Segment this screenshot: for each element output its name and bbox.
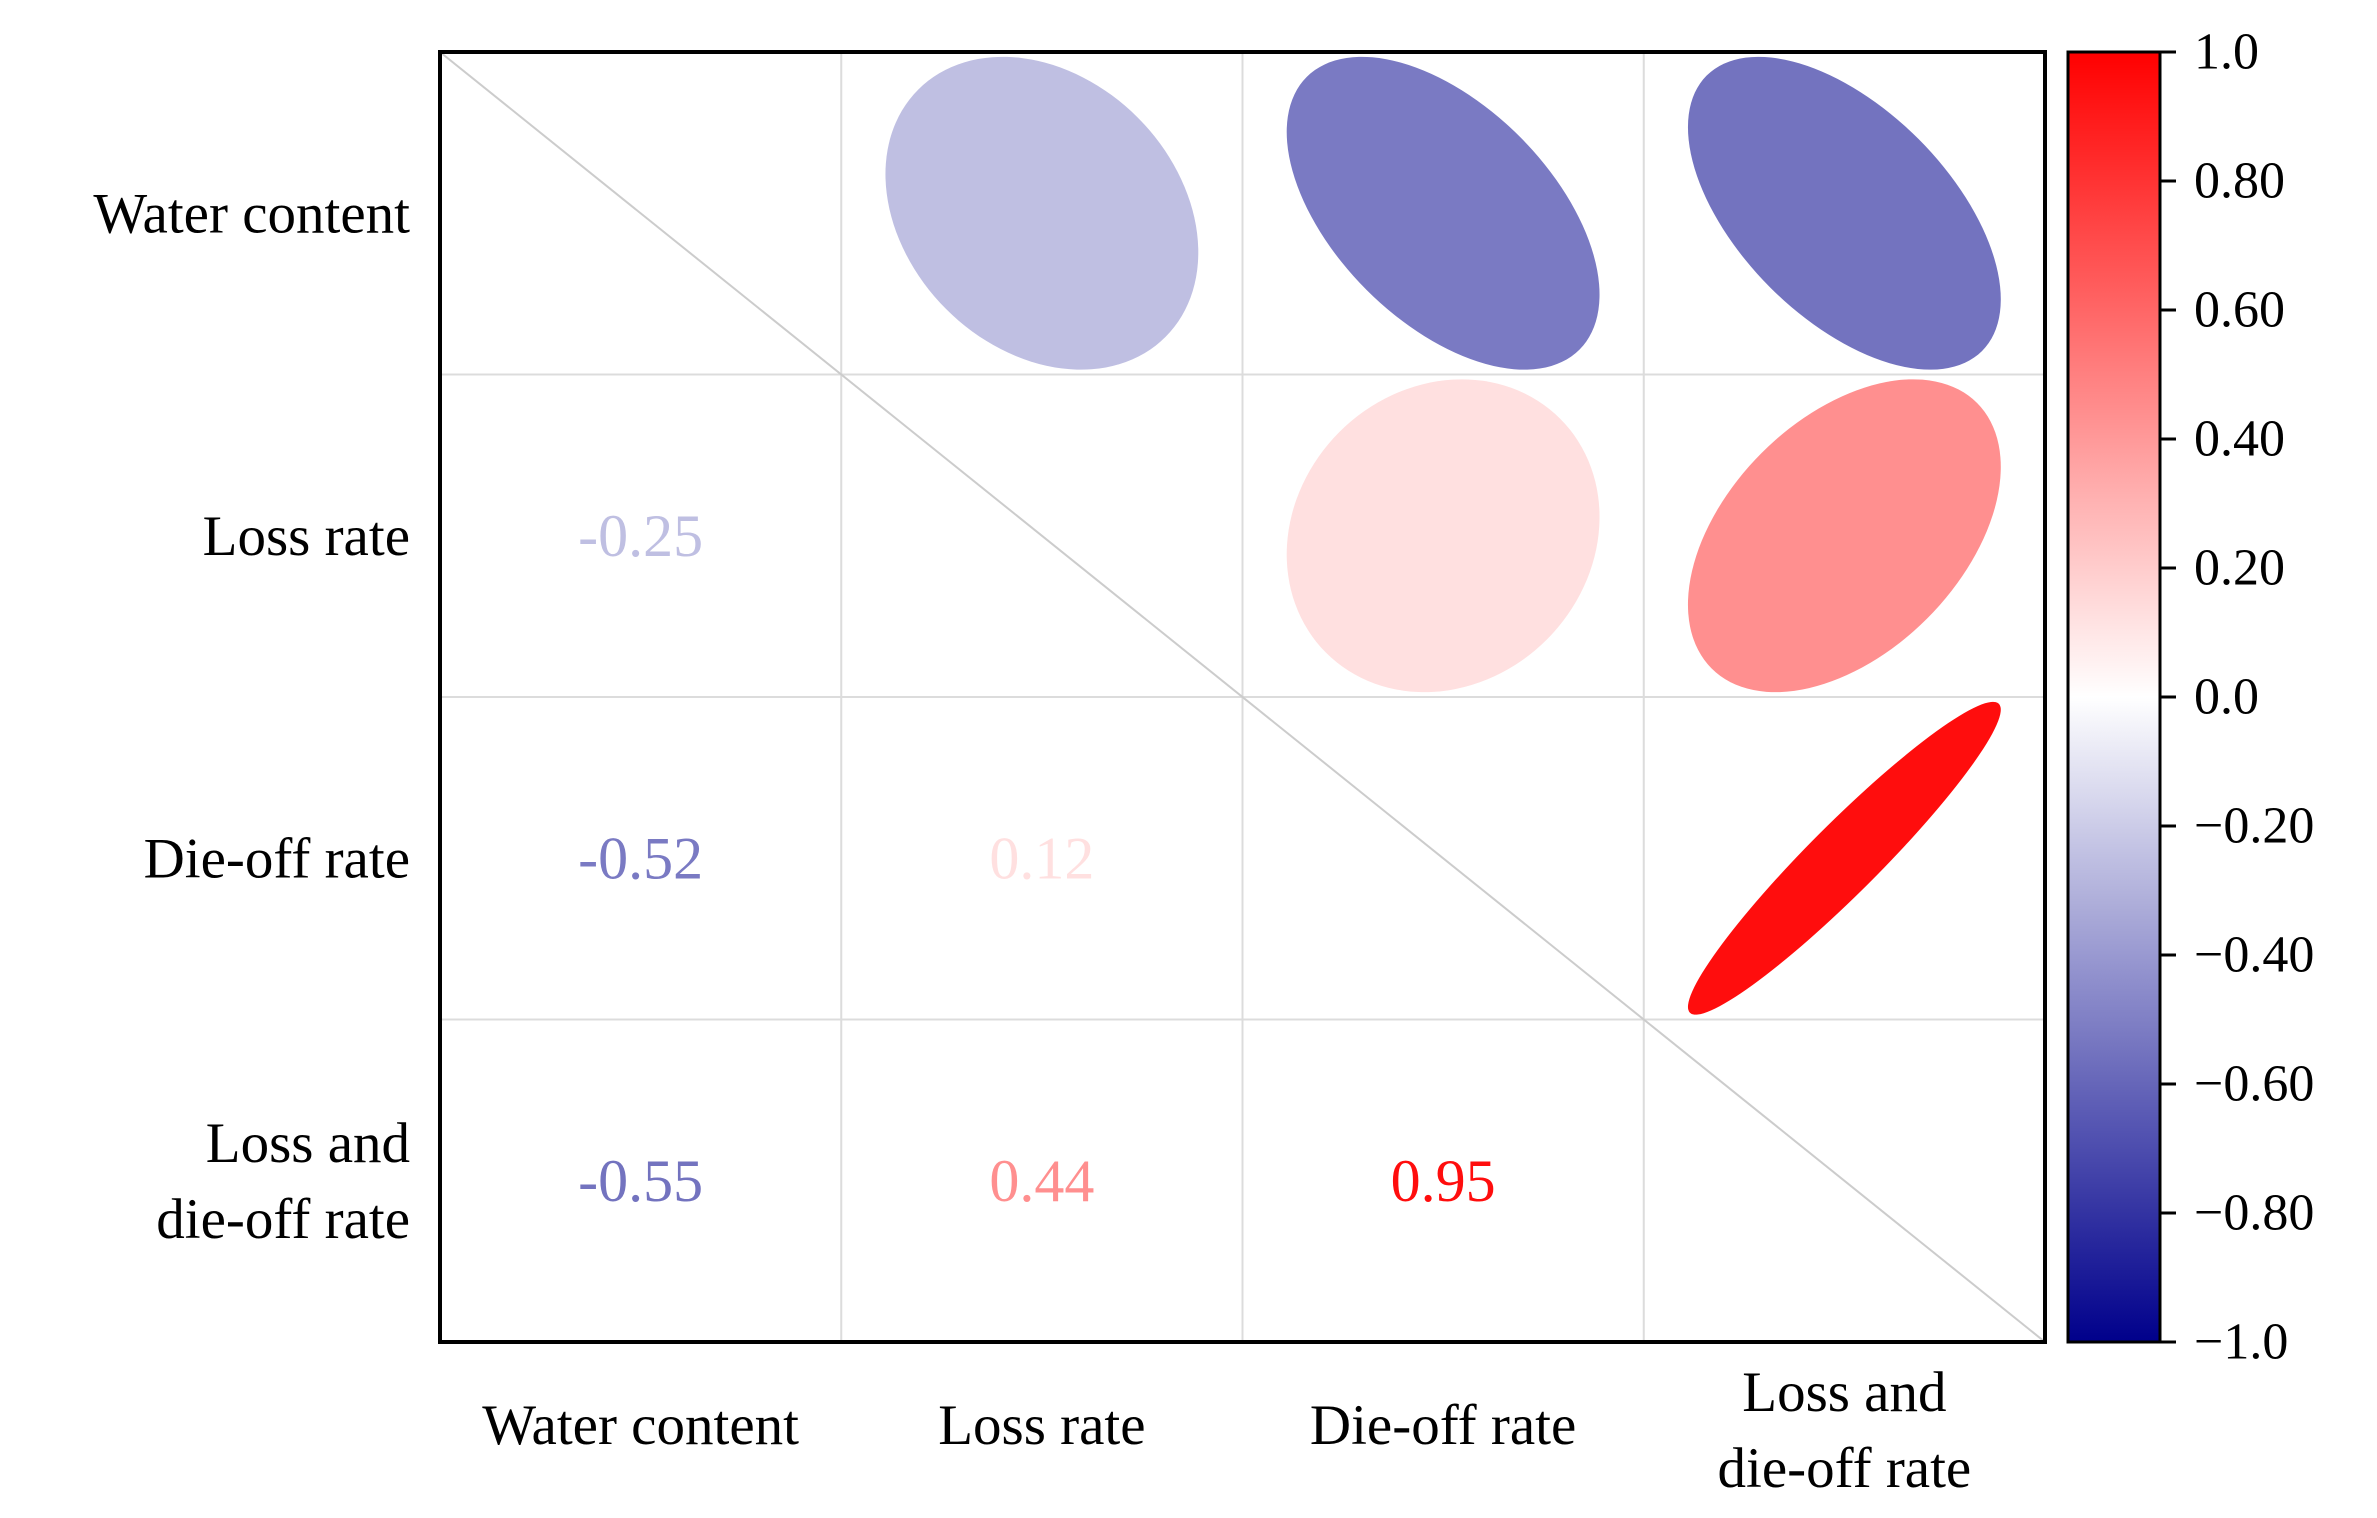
plot-frame bbox=[438, 50, 2047, 1344]
coefficient-label-r3-c1: 0.44 bbox=[989, 1148, 1094, 1214]
colorbar-tick-label: 0.20 bbox=[2194, 540, 2285, 597]
colorbar-tick-label: −1.0 bbox=[2194, 1314, 2288, 1371]
colorbar-tick-label: 0.0 bbox=[2194, 669, 2259, 726]
diagonal-line bbox=[439, 51, 2046, 1343]
row-label-1: Loss rate bbox=[203, 504, 410, 567]
coefficient-label-r2-c1: 0.12 bbox=[989, 825, 1094, 891]
column-label-3: Loss and die-off rate bbox=[1718, 1361, 1972, 1500]
colorbar-tick-label: −0.60 bbox=[2194, 1056, 2314, 1113]
correlation-ellipse-r1-c2 bbox=[1286, 379, 1600, 693]
correlation-ellipse-r2-c3 bbox=[1687, 701, 2001, 1015]
column-label-0: Water content bbox=[482, 1394, 799, 1457]
correlation-ellipse-r0-c3 bbox=[1687, 56, 2001, 370]
column-label-1: Loss rate bbox=[938, 1394, 1145, 1457]
colorbar-tick-label: −0.20 bbox=[2194, 798, 2314, 855]
coefficient-label-r3-c2: 0.95 bbox=[1391, 1148, 1496, 1214]
colorbar-tick-label: −0.80 bbox=[2194, 1185, 2314, 1242]
colorbar-tick-label: 0.60 bbox=[2194, 282, 2285, 339]
coefficient-label-r2-c0: -0.52 bbox=[578, 825, 703, 891]
correlation-ellipse-r1-c3 bbox=[1687, 379, 2001, 693]
coefficient-label-r1-c0: -0.25 bbox=[578, 503, 703, 569]
row-label-2: Die-off rate bbox=[144, 827, 410, 890]
colorbar-tick-label: 0.40 bbox=[2194, 411, 2285, 468]
colorbar bbox=[2066, 50, 2162, 1344]
colorbar-tick-label: 0.80 bbox=[2194, 153, 2285, 210]
correlation-ellipse-r0-c2 bbox=[1286, 56, 1600, 370]
row-label-0: Water content bbox=[93, 182, 410, 245]
correlation-ellipse-r0-c1 bbox=[885, 56, 1199, 370]
coefficient-label-r3-c0: -0.55 bbox=[578, 1148, 703, 1214]
row-label-3: Loss and die-off rate bbox=[156, 1111, 410, 1250]
colorbar-tick-label: −0.40 bbox=[2194, 927, 2314, 984]
column-label-2: Die-off rate bbox=[1310, 1394, 1576, 1457]
colorbar-tick-label: 1.0 bbox=[2194, 24, 2259, 81]
